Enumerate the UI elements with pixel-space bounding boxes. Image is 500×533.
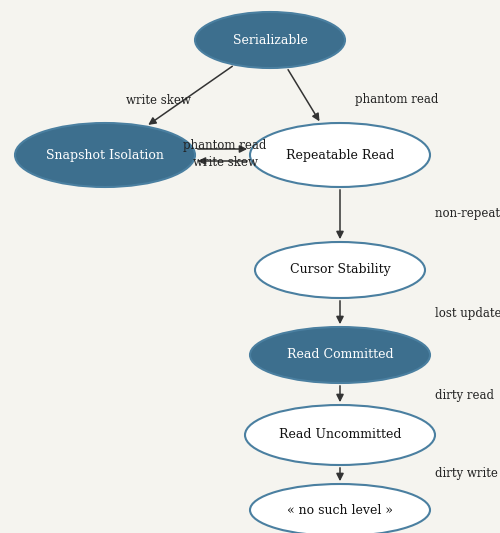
Text: Repeatable Read: Repeatable Read [286, 149, 394, 161]
Ellipse shape [245, 405, 435, 465]
Text: write skew: write skew [192, 157, 258, 169]
Ellipse shape [250, 327, 430, 383]
Text: Read Committed: Read Committed [286, 349, 394, 361]
Text: dirty read: dirty read [435, 389, 494, 401]
Ellipse shape [250, 484, 430, 533]
Text: phantom read: phantom read [355, 93, 438, 107]
Text: Serializable: Serializable [232, 34, 308, 46]
Text: lost update: lost update [435, 306, 500, 319]
Text: write skew: write skew [126, 93, 190, 107]
Ellipse shape [255, 242, 425, 298]
Text: dirty write: dirty write [435, 466, 498, 480]
Text: Cursor Stability: Cursor Stability [290, 263, 390, 277]
Text: Snapshot Isolation: Snapshot Isolation [46, 149, 164, 161]
Text: « no such level »: « no such level » [287, 504, 393, 516]
Text: Read Uncommitted: Read Uncommitted [279, 429, 401, 441]
Ellipse shape [15, 123, 195, 187]
Ellipse shape [250, 123, 430, 187]
Ellipse shape [195, 12, 345, 68]
Text: phantom read: phantom read [184, 139, 266, 151]
Text: non-repeatable read: non-repeatable read [435, 206, 500, 220]
